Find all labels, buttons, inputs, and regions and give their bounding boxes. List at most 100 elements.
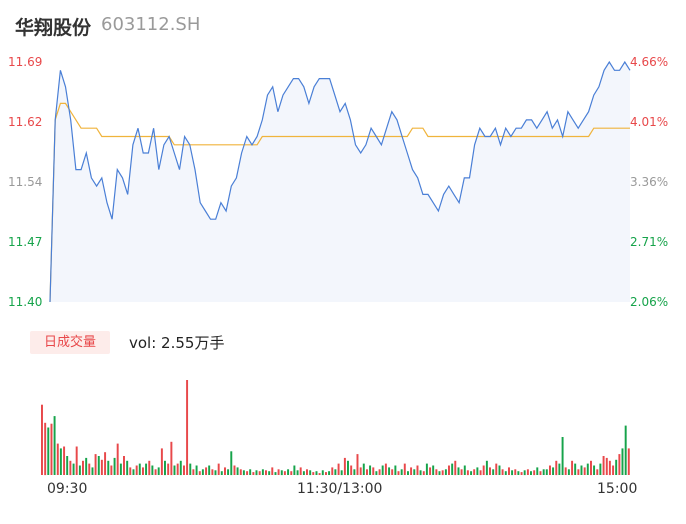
volume-bar (337, 463, 340, 475)
stock-code: 603112.SH (101, 14, 201, 35)
y-right-tick-4: 2.71% (630, 235, 669, 249)
volume-bar (476, 467, 479, 475)
volume-bar (91, 467, 94, 475)
volume-bar (549, 465, 551, 475)
volume-bar (482, 465, 485, 475)
y-left-tick-4: 11.47 (8, 235, 43, 249)
volume-bar (432, 465, 435, 475)
volume-bar (224, 467, 226, 475)
volume-bar (318, 473, 321, 475)
volume-bar (265, 470, 267, 476)
volume-bar (299, 467, 302, 475)
volume-bar (233, 465, 236, 475)
volume-bar (567, 469, 570, 475)
volume-bar (618, 454, 621, 475)
volume-bar (85, 457, 88, 475)
volume-bar (280, 470, 283, 476)
volume-bar (489, 467, 491, 475)
volume-bar (422, 471, 425, 475)
volume-bar (47, 427, 50, 475)
volume-bar (315, 471, 318, 475)
volume-bar (173, 465, 176, 475)
volume-bar (356, 454, 359, 475)
volume-bar (151, 465, 154, 475)
volume-bar (410, 467, 413, 475)
volume-bar (82, 460, 84, 476)
volume-bar (552, 467, 555, 475)
volume-bar (612, 465, 615, 475)
volume-bar (523, 470, 526, 476)
volume-bar (526, 469, 529, 475)
volume-bar (249, 469, 252, 475)
volume-bar (545, 469, 548, 475)
y-right-tick-3: 3.36% (630, 175, 669, 189)
volume-bar (283, 471, 286, 475)
volume-bar (66, 456, 69, 475)
volume-bar (457, 467, 460, 475)
volume-bar (255, 470, 258, 476)
y-right-tick-2: 4.01% (630, 115, 669, 129)
volume-bar (217, 463, 220, 475)
volume-bar (328, 471, 331, 475)
volume-bar (347, 460, 349, 476)
volume-bar (126, 460, 129, 476)
volume-bar (381, 465, 384, 475)
volume-bar (246, 471, 249, 475)
volume-bar (145, 463, 148, 475)
volume-bar (189, 463, 192, 475)
volume-bar (214, 470, 217, 476)
volume-bar (624, 425, 627, 475)
volume-bar (201, 469, 204, 475)
volume-bar (208, 465, 211, 475)
volume-bar (400, 469, 403, 475)
volume-bar (242, 470, 245, 476)
y-left-tick-2: 11.62 (8, 115, 43, 129)
volume-bar (561, 437, 564, 475)
volume-badge: 日成交量 (30, 331, 110, 354)
volume-bar (97, 456, 100, 475)
volume-bar (227, 469, 230, 475)
volume-value: vol: 2.55万手 (129, 334, 225, 352)
volume-bar (50, 423, 53, 475)
volume-bar (287, 469, 290, 475)
volume-bar (362, 463, 365, 475)
volume-bar (258, 471, 261, 475)
volume-bar (325, 472, 327, 475)
volume-bar (59, 448, 62, 475)
volume-bar (192, 469, 195, 475)
volume-bar (425, 463, 428, 475)
volume-bar (179, 460, 182, 476)
volume-bar (132, 469, 135, 475)
volume-bar (309, 470, 312, 476)
volume-bar (157, 467, 160, 475)
volume-bar (350, 465, 353, 475)
volume-bar (198, 471, 201, 475)
volume-bar (369, 465, 372, 475)
volume-bar (555, 460, 558, 476)
volume-bar (602, 456, 605, 475)
volume-bar (104, 452, 107, 475)
volume-bar (391, 469, 394, 475)
volume-bar (63, 446, 66, 475)
x-tick-midday: 11:30/13:00 (297, 481, 383, 497)
volume-bar (508, 467, 510, 475)
volume-bar (407, 471, 409, 475)
stock-name: 华翔股份 (15, 17, 92, 39)
volume-bar (110, 465, 113, 475)
volume-bar (403, 463, 406, 475)
volume-bar (239, 469, 242, 475)
volume-bar (293, 465, 296, 475)
volume-bar (366, 469, 368, 475)
y-left-tick-1: 11.69 (8, 55, 43, 69)
volume-bar (495, 463, 498, 475)
volume-bar (78, 465, 81, 475)
volume-bar (340, 470, 343, 476)
volume-bar (473, 469, 476, 475)
volume-bar (485, 460, 488, 476)
volume-bar (69, 460, 72, 476)
volume-bar (520, 472, 523, 475)
volume-bar (451, 463, 454, 475)
volume-bar (378, 469, 381, 475)
volume-bar (621, 448, 624, 475)
